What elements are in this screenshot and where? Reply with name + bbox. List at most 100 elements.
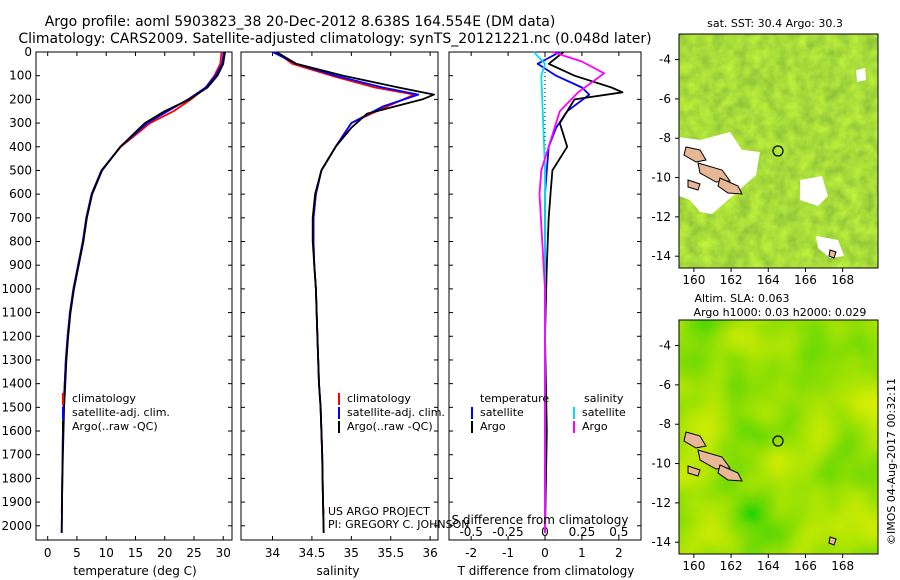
map-x-tick-label: 160	[682, 559, 705, 573]
y-tick-label: 1200	[1, 329, 32, 343]
series-line-salinity-argo	[538, 51, 605, 533]
x-tick-label: 35	[344, 546, 359, 560]
legend-s-argo-label: Argo	[582, 420, 608, 433]
y-tick-label: 900	[9, 258, 32, 272]
x-tick-label: 10	[99, 546, 114, 560]
map-y-tick-label: -10	[651, 171, 671, 185]
map-x-tick-label: 168	[831, 559, 854, 573]
sst-argo-location-marker	[772, 145, 784, 157]
y-tick-label: 1300	[1, 353, 32, 367]
x-tick-label: 15	[128, 546, 143, 560]
sla-map-title-line2: Argo h1000: 0.03 h2000: 0.029	[694, 306, 867, 319]
t-difference-xlabel: T difference from climatology	[457, 564, 635, 578]
y-tick-label: 1600	[1, 424, 32, 438]
y-tick-label: 1500	[1, 400, 32, 414]
map-x-tick-label: 160	[682, 273, 705, 287]
y-tick-label: 300	[9, 116, 32, 130]
y-tick-label: 800	[9, 235, 32, 249]
x-tick-label: 34	[265, 546, 280, 560]
island	[717, 464, 743, 482]
y-tick-label: 100	[9, 69, 32, 83]
map-y-tick-label: -6	[659, 378, 671, 392]
map-y-tick-label: -10	[651, 457, 671, 471]
legend-argo-label: Argo(..raw -QC)	[347, 420, 433, 433]
y-tick-label: 200	[9, 92, 32, 106]
map-y-tick-label: -4	[659, 339, 671, 353]
map-y-tick-label: -4	[659, 53, 671, 67]
legend-satellite-label: satellite-adj. clim.	[72, 406, 170, 419]
x-tick-label: 5	[73, 546, 81, 560]
sst-map-frame	[678, 33, 879, 269]
figure-title-line2: Climatology: CARS2009. Satellite-adjuste…	[18, 31, 651, 47]
difference-legend: temperature salinity satellite Argo sate…	[471, 392, 626, 433]
pi-annotation: PI: GREGORY C. JOHNSON	[328, 518, 469, 531]
sst-missing-data	[800, 176, 828, 206]
sla-field-texture	[679, 320, 878, 554]
x-tick-label: 1	[578, 546, 586, 560]
legend-satellite-label: satellite-adj. clim.	[347, 406, 445, 419]
salinity-panel: 34 34.5 35 35.5 36	[240, 51, 439, 560]
map-y-tick-label: -8	[659, 417, 671, 431]
island	[717, 177, 743, 195]
legend-t-satellite-label: satellite	[480, 406, 524, 419]
y-tick-label: 1800	[1, 471, 32, 485]
x-tick-label: 35.5	[377, 546, 404, 560]
map-x-tick-label: 164	[757, 273, 780, 287]
y-tick-label: 700	[9, 211, 32, 225]
difference-panel: -2 -1 0 1 2-0.5 -0.25 0 0.25 0.5	[448, 51, 642, 560]
sst-map: sat. SST: 30.4 Argo: 30.3 160 162 164 166 16…	[651, 17, 879, 287]
map-x-tick-label: 168	[831, 273, 854, 287]
y-tick-label: 1400	[1, 377, 32, 391]
map-x-tick-label: 166	[794, 559, 817, 573]
island	[687, 465, 701, 477]
salinity-legend: climatology satellite-adj. clim. Argo(..…	[328, 392, 469, 531]
map-x-tick-label: 162	[720, 559, 743, 573]
series-line-argo-raw-qc-	[276, 51, 436, 533]
legend-temperature-title: temperature	[480, 392, 549, 405]
temperature-legend: climatology satellite-adj. clim. Argo(..…	[62, 392, 170, 433]
imos-timestamp: ©IMOS 04-Aug-2017 00:32:11	[885, 378, 898, 545]
sla-map-frame	[678, 319, 879, 555]
legend-t-argo-label: Argo	[480, 420, 506, 433]
temperature-panel: 0100200300400500600700800900100011001200…	[1, 45, 233, 560]
island	[683, 431, 707, 449]
plot-frame	[240, 51, 439, 541]
s-tick-label: 0.25	[569, 525, 596, 539]
map-x-tick-label: 162	[720, 273, 743, 287]
island	[828, 249, 837, 259]
x-tick-label: 25	[186, 546, 201, 560]
figure-title-line1: Argo profile: aoml 5903823_38 20-Dec-201…	[45, 14, 556, 30]
y-tick-label: 1000	[1, 282, 32, 296]
legend-s-satellite-label: satellite	[582, 406, 626, 419]
s-tick-label: 0.5	[609, 525, 628, 539]
map-y-tick-label: -14	[651, 535, 671, 549]
y-tick-label: 1700	[1, 448, 32, 462]
sla-map: Altim. SLA: 0.063 Argo h1000: 0.03 h2000…	[651, 292, 879, 573]
x-tick-label: 0	[44, 546, 52, 560]
island	[687, 179, 701, 191]
s-tick-label: -0.5	[459, 525, 482, 539]
x-tick-label: -2	[465, 546, 477, 560]
map-y-tick-label: -12	[651, 210, 671, 224]
y-tick-label: 500	[9, 163, 32, 177]
legend-climatology-label: climatology	[347, 392, 411, 405]
sla-map-ticks: 160 162 164 166 168 -4 -6 -8 -10 -12 -14	[651, 339, 854, 573]
x-tick-label: 20	[157, 546, 172, 560]
x-tick-label: 0	[541, 546, 549, 560]
sst-missing-data	[856, 68, 866, 82]
x-tick-label: 34.5	[299, 546, 326, 560]
s-tick-label: -0.25	[493, 525, 524, 539]
sst-missing-data	[816, 236, 844, 258]
y-tick-label: 2000	[1, 519, 32, 533]
map-y-tick-label: -8	[659, 131, 671, 145]
sst-map-ticks: 160 162 164 166 168 -4 -6 -8 -10 -12 -14	[651, 53, 854, 287]
sla-map-title-line1: Altim. SLA: 0.063	[694, 292, 789, 305]
island	[683, 146, 707, 163]
project-annotation: US ARGO PROJECT	[328, 505, 430, 518]
island	[828, 536, 837, 546]
x-tick-label: 36	[422, 546, 437, 560]
sst-map-title: sat. SST: 30.4 Argo: 30.3	[707, 17, 843, 30]
temperature-xlabel: temperature (deg C)	[73, 564, 196, 578]
map-y-tick-label: -6	[659, 92, 671, 106]
